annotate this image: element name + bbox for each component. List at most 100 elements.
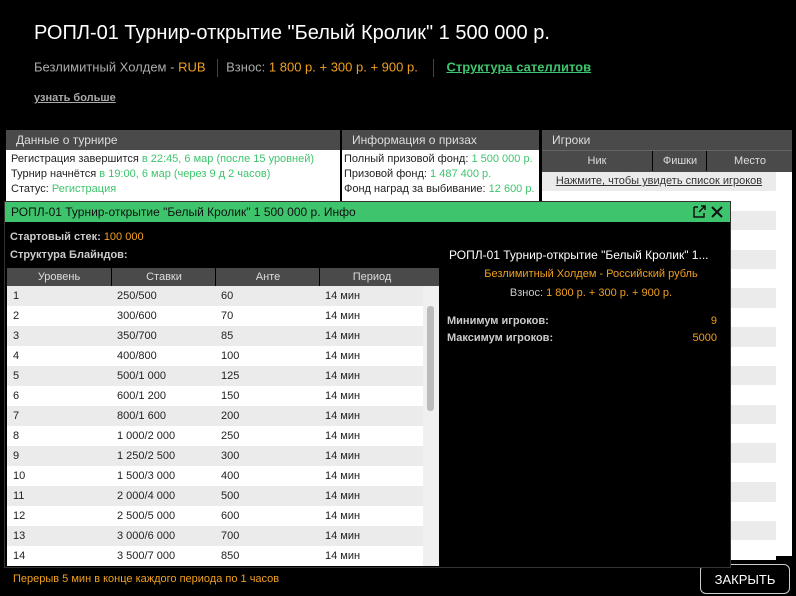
info-label: Статус: — [11, 183, 52, 195]
blind-cell: 14 мин — [325, 410, 361, 422]
prizes-panel: Информация о призах Полный призовой фонд… — [342, 130, 539, 202]
fee: 1 800 р. + 300 р. + 900 р. — [268, 59, 418, 75]
modal-title: РОПЛ-01 Турнир-открытие "Белый Кролик" 1… — [5, 202, 730, 222]
start-stack: 100 000 — [103, 231, 144, 243]
blind-cell: 500/1 000 — [117, 370, 166, 382]
blind-cell: 3 500/7 000 — [117, 550, 176, 562]
blind-cell: 600 — [221, 510, 240, 522]
scrollbar[interactable] — [423, 286, 439, 566]
blind-cell: 125 — [221, 370, 240, 382]
blind-cell: 3 000/6 000 — [117, 530, 176, 542]
info-row: Призовой фонд: 1 487 400 р. — [344, 167, 534, 182]
info-label: Фонд наград за выбивание: — [344, 183, 489, 195]
title: РОПЛ-01 Турнир-открытие "Белый Кролик" 1… — [34, 22, 550, 44]
blind-cell: 10 — [13, 470, 26, 482]
modal-icons[interactable] — [691, 205, 725, 219]
blind-cell: 14 мин — [325, 530, 361, 542]
satellites-link[interactable]: Структура сателлитов — [446, 59, 592, 75]
blind-cell: 850 — [221, 550, 240, 562]
blind-row: 3 350/700 85 14 мин — [7, 326, 423, 346]
min-label: Минимум игроков: — [447, 315, 549, 327]
blind-cell: 12 — [13, 510, 26, 522]
blind-cell: 1 — [13, 290, 20, 302]
column-header: Ставки — [111, 268, 216, 286]
blind-cell: 250 — [221, 430, 240, 442]
blind-row: 10 1 500/3 000 400 14 мин — [7, 466, 423, 486]
info-value: 12 600 р. — [488, 183, 535, 195]
learn-more[interactable]: узнать больше — [34, 92, 116, 104]
blind-cell: 500 — [221, 490, 240, 502]
column-header: Анте — [215, 268, 320, 286]
blind-cell: 400 — [221, 470, 240, 482]
blind-cell: 400/800 — [117, 350, 157, 362]
blind-cell: 250/500 — [117, 290, 157, 302]
info-row: Статус: Регистрация — [11, 182, 335, 197]
blind-row: 1 250/500 60 14 мин — [7, 286, 423, 306]
info-value: в 22:45, 6 мар (после 15 уровней) — [141, 153, 315, 165]
blinds-label: Структура Блайндов: — [10, 249, 128, 261]
info-title: РОПЛ-01 Турнир-открытие "Белый Кролик" 1… — [449, 248, 709, 262]
blind-cell: 14 мин — [325, 490, 361, 502]
player-row[interactable]: Нажмите, чтобы увидеть список игроков — [542, 172, 776, 192]
blind-row: 11 2 000/4 000 500 14 мин — [7, 486, 423, 506]
column-header: Место — [706, 151, 793, 171]
info-label: Призовой фонд: — [344, 168, 431, 180]
info-label: Регистрация завершится — [11, 153, 142, 165]
blind-cell: 85 — [221, 330, 234, 342]
column-header: Ник — [587, 155, 607, 167]
blind-row: 5 500/1 000 125 14 мин — [7, 366, 423, 386]
tournament-panel: Данные о турнире Регистрация завершится … — [6, 130, 340, 202]
info-label: Полный призовой фонд: — [344, 153, 472, 165]
blind-cell: 14 мин — [325, 330, 361, 342]
blind-cell: 14 мин — [325, 290, 361, 302]
blind-cell: 14 мин — [325, 550, 361, 562]
blind-cell: 13 — [13, 530, 26, 542]
blind-row: 7 800/1 600 200 14 мин — [7, 406, 423, 426]
info-value: 1 487 400 р. — [430, 168, 492, 180]
max-label: Максимум игроков: — [447, 332, 554, 344]
blind-row: 8 1 000/2 000 250 14 мин — [7, 426, 423, 446]
info-value: в 19:00, 6 мар (через 9 д 2 часов) — [99, 168, 271, 180]
blind-cell: 60 — [221, 290, 234, 302]
blind-cell: 300/600 — [117, 310, 157, 322]
blind-cell: 350/700 — [117, 330, 157, 342]
close-button[interactable]: ЗАКРЫТЬ — [700, 564, 790, 594]
blind-row: 13 3 000/6 000 700 14 мин — [7, 526, 423, 546]
blind-cell: 9 — [13, 450, 20, 462]
subtitle: Безлимитный Холдем - RUB Взнос: 1 800 р.… — [34, 59, 591, 77]
min-value: 9 — [710, 315, 717, 327]
blind-row: 2 300/600 70 14 мин — [7, 306, 423, 326]
blind-cell: 600/1 200 — [117, 390, 166, 402]
blind-cell: 1 500/3 000 — [117, 470, 176, 482]
blind-cell: 5 — [13, 370, 20, 382]
column-header: Фишки — [652, 151, 707, 171]
blind-cell: 700 — [221, 530, 240, 542]
blind-cell: 4 — [13, 350, 20, 362]
blind-cell: 7 — [13, 410, 20, 422]
info-fee-label: Взнос: — [509, 287, 544, 299]
blind-cell: 100 — [221, 350, 240, 362]
start-stack-label: Стартовый стек: — [10, 231, 104, 243]
blind-cell: 14 мин — [325, 370, 361, 382]
blind-cell: 14 мин — [325, 470, 361, 482]
blind-cell: 300 — [221, 450, 240, 462]
column-header: Уровень — [37, 271, 81, 283]
blind-row: 9 1 250/2 500 300 14 мин — [7, 446, 423, 466]
blind-cell: 1 000/2 000 — [117, 430, 176, 442]
blind-row: 12 2 500/5 000 600 14 мин — [7, 506, 423, 526]
blind-cell: 70 — [221, 310, 234, 322]
blind-cell: 150 — [221, 390, 240, 402]
info-label: Турнир начнётся — [11, 168, 100, 180]
column-header: Период — [319, 268, 424, 286]
info-row: Регистрация завершится в 22:45, 6 мар (п… — [11, 152, 335, 167]
blind-cell: 14 мин — [325, 390, 361, 402]
info-value: 1 500 000 р. — [471, 153, 533, 165]
footer-note: Перерыв 5 мин в конце каждого периода по… — [13, 573, 280, 585]
blind-cell: 2 000/4 000 — [117, 490, 176, 502]
game: Безлимитный Холдем - — [34, 59, 179, 75]
fee-label: Взнос: — [226, 59, 269, 75]
blind-cell: 14 мин — [325, 430, 361, 442]
blind-cell: 800/1 600 — [117, 410, 166, 422]
blind-cell: 3 — [13, 330, 20, 342]
blind-row: 6 600/1 200 150 14 мин — [7, 386, 423, 406]
